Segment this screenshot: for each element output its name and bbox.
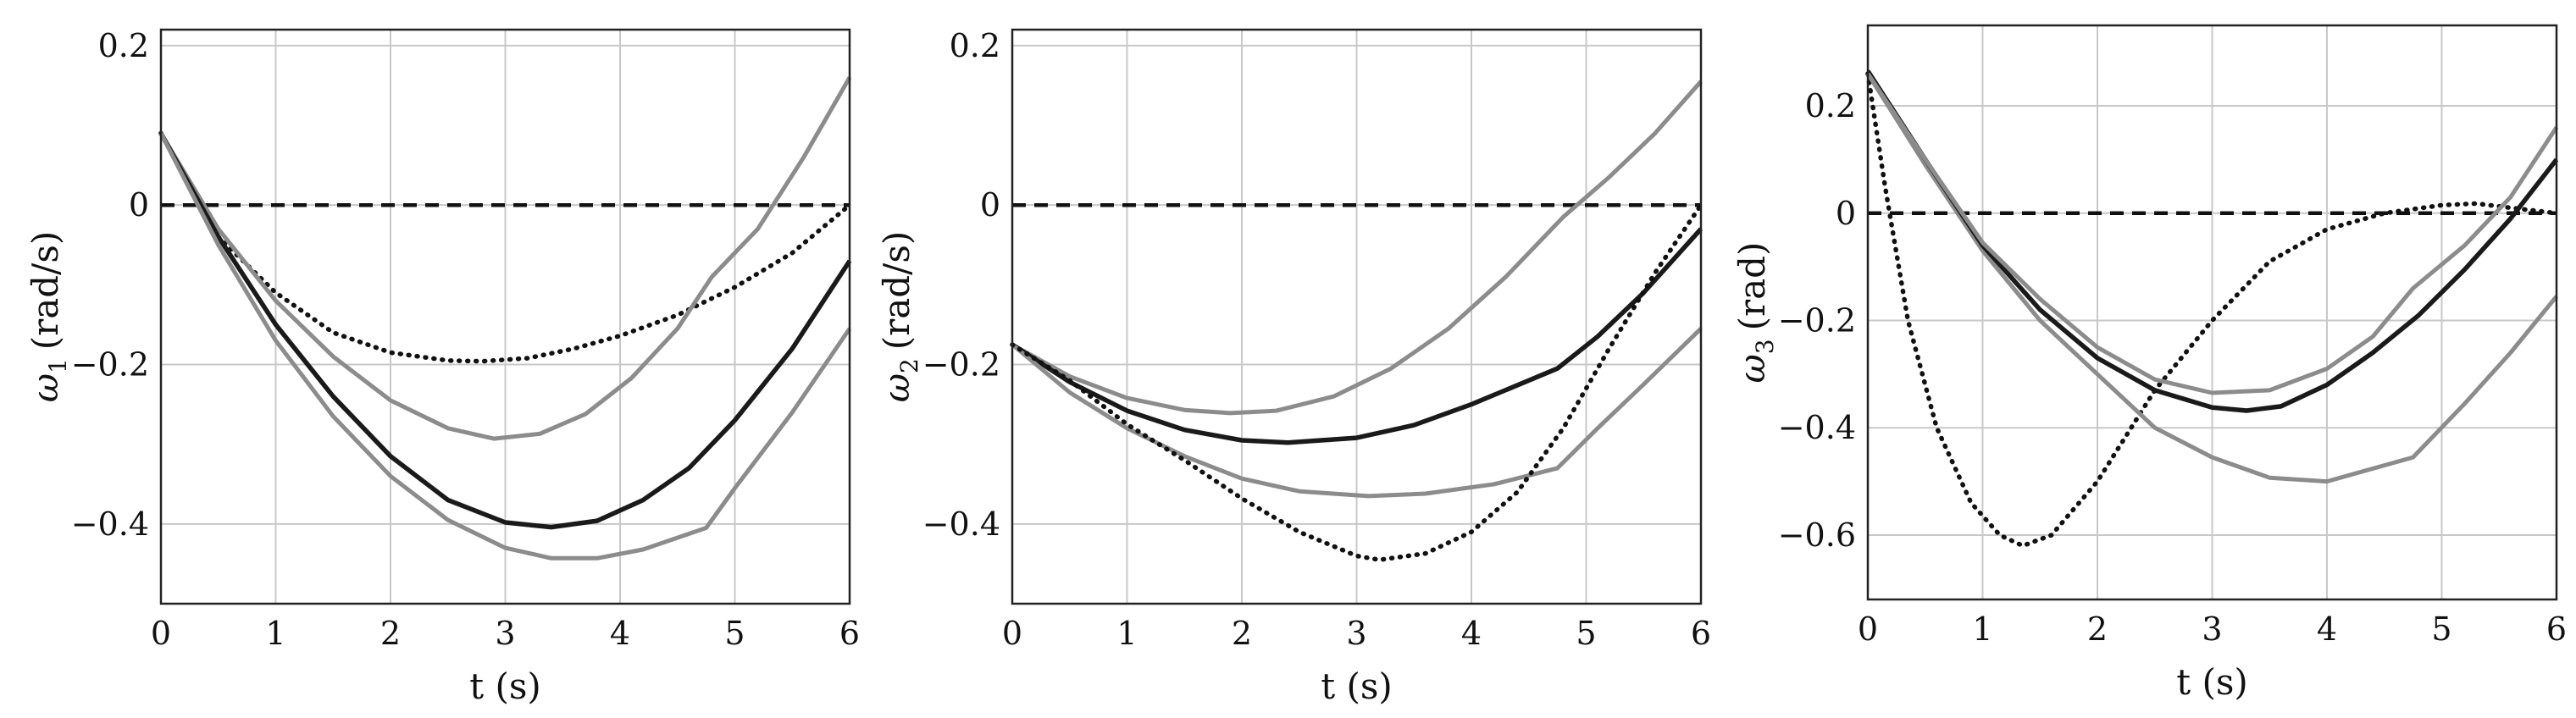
x-tick-label: 0 [1002,615,1022,652]
x-tick-label: 6 [1691,615,1711,652]
series-line-bound-gray [158,132,852,561]
y-tick-label: −0.4 [71,505,149,543]
x-tick-label: 5 [1576,615,1596,652]
y-axis-subscript: 3 [1751,339,1779,354]
x-tick-label: 2 [1232,615,1252,652]
series-group [1010,80,1703,562]
series-line-bound-gray [1011,80,1703,416]
y-axis-label: ω2 (rad/s) [876,231,923,403]
y-tick-label: 0.2 [98,27,149,64]
series-line-nominal-black [1011,227,1703,445]
y-tick-label: 0.2 [950,27,1000,64]
plot-frame [159,28,851,605]
plot-frame [1866,24,2558,601]
x-tick-label: 3 [495,615,515,652]
x-tick-label: 0 [1858,610,1878,648]
y-axis-unit: (rad) [1731,242,1773,331]
y-tick-label: −0.4 [1778,409,1856,446]
x-tick-label: 3 [1346,615,1366,652]
y-axis-label: ω1 (rad/s) [25,231,72,403]
series-line-dotted [1865,71,2559,549]
x-tick-label: 5 [724,615,745,652]
grid [160,30,850,604]
x-tick-label: 1 [1116,615,1137,652]
plot-frame [1011,28,1703,605]
y-tick-label: −0.4 [922,505,1000,543]
y-tick-label: 0 [1836,195,1856,232]
series-group [158,76,852,561]
x-tick-label: 1 [265,615,285,652]
series-line-bound-gray [1011,327,1703,499]
x-tick-label: 2 [2087,610,2108,648]
x-tick-label: 6 [839,615,860,652]
series-line-dotted [1010,202,1703,562]
y-axis-label: ω3 (rad) [1731,242,1779,384]
panel-omega-1: 0 1 2 3 4 5 60.20−0.2−0.4t (s)ω1(rad/s) [25,27,860,707]
series-group [1865,69,2559,549]
x-tick-label: 4 [2317,610,2337,648]
y-axis-subscript: 2 [895,358,923,373]
series-line-bound-gray [1865,72,2558,484]
x-tick-label: 3 [2202,610,2222,648]
x-tick-label: 2 [380,615,401,652]
y-tick-label: −0.2 [922,346,1000,384]
series-line-nominal-black [1865,69,2559,413]
panel-omega-3: 0 1 2 3 4 5 60.20−0.2−0.4−0.6t (s)ω3(rad) [1731,24,2567,703]
y-tick-label: −0.2 [71,346,149,384]
y-tick-label: 0 [980,186,1000,224]
y-axis-symbol: ω [25,373,66,402]
x-tick-label: 4 [1461,615,1482,652]
x-axis-label: t (s) [469,666,541,707]
series-line-bound-gray [1865,72,2559,395]
panel-omega-2: 0 1 2 3 4 5 60.20−0.2−0.4t (s)ω2(rad/s) [876,27,1711,707]
y-tick-label: 0 [129,186,149,224]
y-axis-subscript: 1 [44,358,72,373]
x-axis-label: t (s) [1321,666,1393,707]
y-axis-unit: (rad/s) [876,231,917,350]
series-line-nominal-black [158,132,852,530]
y-axis-symbol: ω [1731,354,1773,383]
series-line-bound-gray [158,76,852,441]
x-tick-label: 4 [610,615,630,652]
y-tick-label: −0.6 [1778,516,1856,554]
x-axis-label: t (s) [2176,661,2248,703]
grid [1867,25,2557,599]
x-tick-label: 0 [151,615,171,652]
y-tick-label: −0.2 [1778,302,1856,340]
x-tick-label: 5 [2431,610,2451,648]
series-line-dotted [158,130,852,364]
x-tick-label: 1 [1972,610,1992,648]
y-axis-unit: (rad/s) [25,231,66,350]
x-tick-label: 6 [2546,610,2567,648]
y-tick-label: 0.2 [1805,87,1856,124]
grid [1011,30,1702,604]
y-axis-symbol: ω [876,373,917,402]
